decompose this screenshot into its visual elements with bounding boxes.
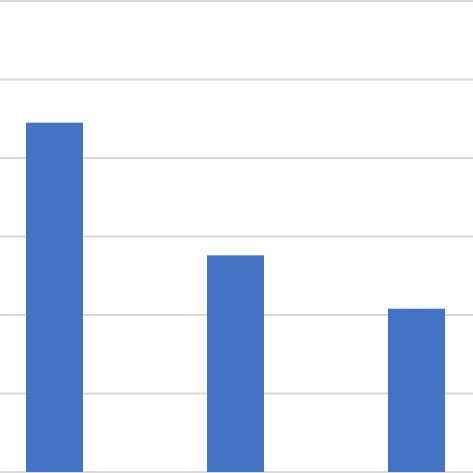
- bar: [26, 122, 83, 473]
- bar: [388, 308, 445, 472]
- bar: [207, 255, 264, 472]
